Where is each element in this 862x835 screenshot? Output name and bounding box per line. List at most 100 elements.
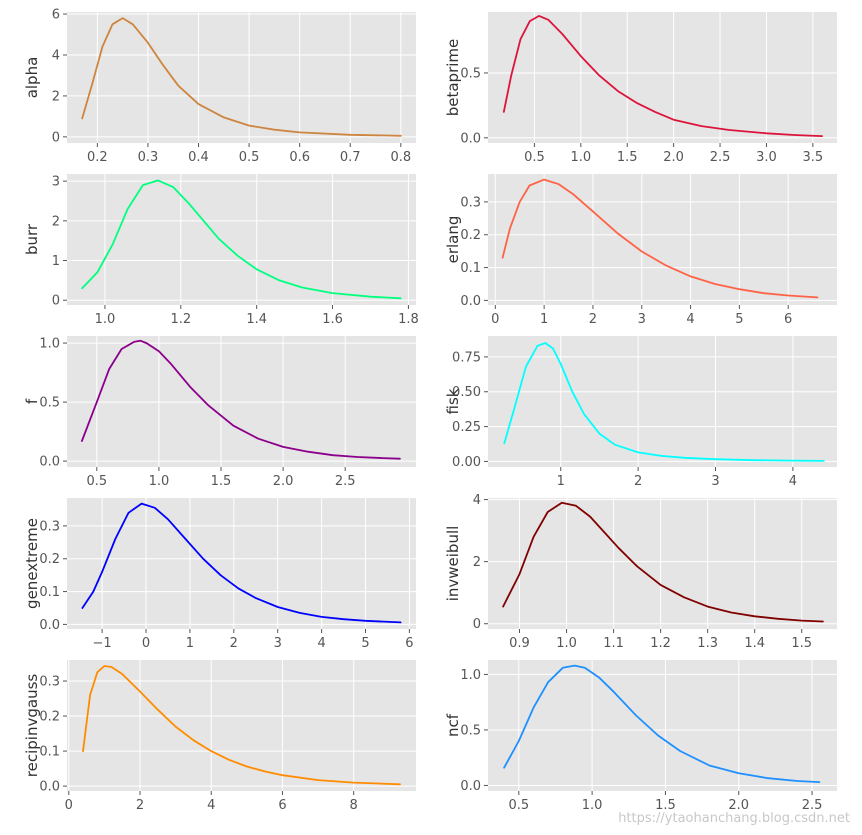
chart-3-xtick-label-4: 1.8 — [398, 312, 419, 327]
chart-1-ylabel: alpha — [23, 57, 41, 99]
chart-8-xtick-label-4: 1.3 — [697, 636, 718, 651]
chart-3: 1.0 1.2 1.4 1.6 1.8 0 1 2 3 burr — [23, 174, 419, 327]
chart-1: 0.2 0.3 0.4 0.5 0.6 0.7 0.8 0 2 4 6 alpha — [23, 8, 416, 165]
chart-9-ytick-label-0: 0.0 — [39, 780, 60, 795]
chart-4-xtick-label-3: 3 — [638, 312, 646, 327]
chart-5: 0.5 1.0 1.5 2.0 2.5 0.0 0.5 1.0 f — [23, 336, 416, 489]
chart-4-xtick-label-0: 0 — [491, 312, 499, 327]
chart-4-series-line — [501, 178, 819, 299]
chart-5-xtick-label-4: 2.5 — [335, 474, 356, 489]
chart-2-xtick-label-0: 0.5 — [524, 150, 545, 165]
chart-2-xtick-label-6: 3.5 — [803, 150, 824, 165]
chart-4-xtick-label-5: 5 — [735, 312, 743, 327]
chart-5-xtick-label-2: 1.5 — [211, 474, 232, 489]
chart-9-plot-area — [67, 660, 416, 791]
chart-8-ytick-label-0: 0 — [473, 617, 481, 632]
chart-8-ytick-label-2: 4 — [473, 493, 481, 508]
chart-2-xtick-label-4: 2.5 — [710, 150, 731, 165]
chart-7-ytick-label-0: 0.0 — [39, 618, 60, 633]
chart-9-series-line — [82, 665, 401, 786]
chart-1-ytick-label-3: 6 — [52, 8, 60, 23]
chart-4-ytick-label-1: 0.1 — [460, 261, 481, 276]
chart-2-xtick-label-5: 3.0 — [756, 150, 777, 165]
chart-8-ylabel: invweibull — [444, 526, 462, 602]
chart-4-xtick-label-2: 2 — [589, 312, 597, 327]
chart-2-xtick-label-1: 1.0 — [570, 150, 591, 165]
chart-8-xtick-label-6: 1.5 — [791, 636, 812, 651]
chart-4-ylabel: erlang — [444, 216, 462, 264]
chart-1-xtick-label-3: 0.5 — [239, 150, 260, 165]
chart-4-xtick-label-6: 6 — [784, 312, 792, 327]
chart-6: 1 2 3 4 0.00 0.25 0.50 0.75 fisk — [444, 336, 837, 489]
chart-6-series-line — [503, 342, 825, 462]
chart-7-ytick-label-1: 0.1 — [39, 585, 60, 600]
chart-3-ylabel: burr — [23, 223, 41, 255]
chart-10-xtick-label-2: 1.5 — [655, 798, 676, 813]
chart-10-series-line — [503, 664, 821, 783]
chart-7-xtick-label-0: −1 — [93, 636, 112, 651]
chart-4-ytick-label-0: 0.0 — [460, 294, 481, 309]
chart-7-ytick-label-2: 0.2 — [39, 552, 60, 567]
chart-6-ytick-label-3: 0.75 — [452, 350, 481, 365]
chart-7-plot-area — [67, 498, 416, 629]
subplot-grid: 0.2 0.3 0.4 0.5 0.6 0.7 0.8 0 2 4 6 alpha 0.5 1.0 1.5 2… — [23, 8, 837, 813]
chart-1-ytick-label-2: 4 — [52, 48, 60, 63]
chart-8-xtick-label-5: 1.4 — [744, 636, 765, 651]
chart-2-ytick-label-0: 0.0 — [460, 131, 481, 146]
chart-7-xtick-label-3: 2 — [230, 636, 238, 651]
chart-4-xtick-label-1: 1 — [540, 312, 548, 327]
chart-10-ylabel: ncf — [444, 713, 462, 737]
chart-5-ylabel: f — [23, 398, 41, 404]
chart-1-xtick-label-5: 0.7 — [340, 150, 361, 165]
chart-5-xtick-label-0: 0.5 — [86, 474, 107, 489]
chart-10-ytick-label-1: 0.5 — [460, 723, 481, 738]
chart-1-xtick-label-2: 0.4 — [188, 150, 209, 165]
chart-10-xtick-label-3: 2.0 — [728, 798, 749, 813]
chart-7-xtick-label-7: 6 — [405, 636, 413, 651]
chart-10-plot-area — [488, 660, 837, 791]
chart-3-xtick-label-3: 1.6 — [322, 312, 343, 327]
chart-3-ytick-label-0: 0 — [52, 294, 60, 309]
chart-10-xtick-label-4: 2.5 — [802, 798, 823, 813]
chart-7-xtick-label-1: 0 — [142, 636, 150, 651]
chart-4-ytick-label-3: 0.3 — [460, 195, 481, 210]
chart-2-plot-area — [488, 12, 837, 143]
chart-5-ytick-label-0: 0.0 — [39, 455, 60, 470]
chart-5-xtick-label-3: 2.0 — [273, 474, 294, 489]
chart-1-xtick-label-6: 0.8 — [390, 150, 411, 165]
chart-1-series-line — [81, 17, 402, 137]
chart-8-xtick-label-0: 0.9 — [509, 636, 530, 651]
chart-9-xtick-label-3: 6 — [278, 798, 286, 813]
chart-8-xtick-label-2: 1.1 — [603, 636, 624, 651]
chart-1-xtick-label-1: 0.3 — [138, 150, 159, 165]
chart-8-series-line — [502, 501, 824, 623]
chart-10-xtick-label-0: 0.5 — [508, 798, 529, 813]
chart-6-xtick-label-2: 3 — [711, 474, 719, 489]
chart-6-ytick-label-0: 0.00 — [452, 455, 481, 470]
chart-6-ytick-label-2: 0.50 — [452, 385, 481, 400]
chart-6-plot-area — [488, 336, 837, 467]
chart-1-ytick-label-1: 2 — [52, 89, 60, 104]
chart-7-xtick-label-6: 5 — [361, 636, 369, 651]
chart-8: 0.9 1.0 1.1 1.2 1.3 1.4 1.5 0 2 4 invweibull — [444, 493, 837, 651]
chart-8-plot-area — [488, 498, 837, 629]
chart-3-xtick-label-0: 1.0 — [95, 312, 116, 327]
chart-3-ytick-label-2: 2 — [52, 214, 60, 229]
chart-8-xtick-label-1: 1.0 — [556, 636, 577, 651]
chart-1-ytick-label-0: 0 — [52, 130, 60, 145]
chart-2-ytick-label-1: 0.5 — [460, 66, 481, 81]
chart-2-xtick-label-2: 1.5 — [617, 150, 638, 165]
chart-4-ytick-label-2: 0.2 — [460, 228, 481, 243]
chart-10-ytick-label-0: 0.0 — [460, 779, 481, 794]
chart-5-series-line — [81, 339, 401, 460]
chart-2-series-line — [502, 15, 823, 137]
chart-4-plot-area — [488, 174, 837, 305]
chart-9-ytick-label-3: 0.3 — [39, 675, 60, 690]
chart-7-series-line — [81, 502, 402, 624]
chart-9-ylabel: recipinvgauss — [23, 674, 41, 778]
chart-8-xtick-label-3: 1.2 — [650, 636, 671, 651]
